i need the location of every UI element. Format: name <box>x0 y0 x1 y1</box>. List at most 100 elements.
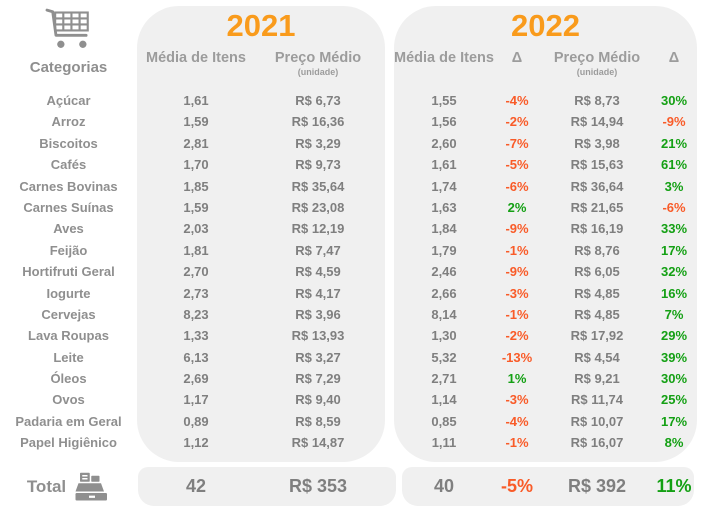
preco-2022-value: R$ 4,54 <box>574 349 620 365</box>
preco-2021-value: R$ 6,73 <box>295 93 341 108</box>
total-preco-2022: R$ 392 <box>567 476 627 496</box>
delta-preco-value: 30% <box>660 93 688 108</box>
preco-2021-value: R$ 3,29 <box>295 135 341 151</box>
preco-2022-value: R$ 4,85 <box>574 285 620 301</box>
table-row: Biscoitos 2,81 R$ 3,29 2,60 -7% R$ 3,98 … <box>0 133 711 154</box>
category-label: Carnes Bovinas <box>19 178 118 194</box>
total-delta-itens: -5% <box>500 476 533 496</box>
table-row: Açúcar 1,61 R$ 6,73 1,55 -4% R$ 8,73 30% <box>0 90 711 111</box>
preco-2022-value: R$ 8,73 <box>574 93 620 108</box>
category-label: Aves <box>53 221 84 237</box>
col-header-preco-medio-2021: Preço Médio (unidade) <box>255 50 381 77</box>
itens-2022-value: 1,79 <box>431 242 457 258</box>
col-header-media-itens-2022: Média de Itens <box>394 50 494 66</box>
preco-2022-value: R$ 6,05 <box>574 264 620 280</box>
itens-2022-value: 5,32 <box>431 349 457 365</box>
table-row: Arroz 1,59 R$ 16,36 1,56 -2% R$ 14,94 -9… <box>0 111 711 132</box>
delta-preco-value: 29% <box>660 328 688 344</box>
delta-itens-value: -7% <box>505 135 529 151</box>
table-row: Iogurte 2,73 R$ 4,17 2,66 -3% R$ 4,85 16… <box>0 283 711 304</box>
itens-2022-value: 2,71 <box>431 371 457 387</box>
delta-itens-value: -9% <box>505 221 529 237</box>
itens-2021-value: 6,13 <box>183 349 209 365</box>
year-2022-heading: 2022 <box>511 8 580 43</box>
table-row: Carnes Bovinas 1,85 R$ 35,64 1,74 -6% R$… <box>0 176 711 197</box>
preco-2022-value: R$ 17,92 <box>570 328 624 344</box>
table-rows: Açúcar 1,61 R$ 6,73 1,55 -4% R$ 8,73 30%… <box>0 90 711 454</box>
delta-preco-value: 33% <box>660 221 688 237</box>
itens-2021-value: 2,70 <box>183 264 209 280</box>
preco-2021-value: R$ 8,59 <box>295 413 341 429</box>
preco-2021-value: R$ 9,40 <box>295 392 341 408</box>
preco-medio-label: Preço Médio <box>274 50 362 66</box>
preco-medio-unit-label: (unidade) <box>576 67 618 77</box>
categories-label: Categorias <box>29 59 108 76</box>
delta-itens-value: -4% <box>505 93 529 108</box>
preco-2021-value: R$ 9,73 <box>295 157 341 173</box>
itens-2022-value: 0,85 <box>431 413 457 429</box>
category-label: Hortifruti Geral <box>22 264 115 280</box>
preco-medio-unit-label: (unidade) <box>297 67 339 77</box>
preco-2021-value: R$ 4,17 <box>295 285 341 301</box>
preco-2022-value: R$ 16,07 <box>570 435 624 451</box>
table-row: Papel Higiênico 1,12 R$ 14,87 1,11 -1% R… <box>0 432 711 453</box>
itens-2021-value: 1,59 <box>183 199 209 215</box>
preco-2022-value: R$ 3,98 <box>574 135 620 151</box>
delta-preco-value: 25% <box>660 392 688 408</box>
itens-2021-value: 1,33 <box>183 328 209 344</box>
preco-2022-value: R$ 15,63 <box>570 157 624 173</box>
delta-itens-value: -5% <box>505 157 529 173</box>
itens-2022-value: 1,63 <box>431 199 457 215</box>
itens-2021-value: 0,89 <box>183 413 209 429</box>
total-delta-preco: 11% <box>656 476 692 496</box>
delta-itens-value: -6% <box>505 178 529 194</box>
preco-2021-value: R$ 12,19 <box>291 221 345 237</box>
table-row: Ovos 1,17 R$ 9,40 1,14 -3% R$ 11,74 25% <box>0 389 711 410</box>
total-band-2022-background <box>402 467 694 506</box>
itens-2021-value: 1,17 <box>183 392 209 408</box>
delta-itens-value: -1% <box>505 435 529 451</box>
shopping-cart-icon <box>45 8 89 48</box>
table-row: Óleos 2,69 R$ 7,29 2,71 1% R$ 9,21 30% <box>0 368 711 389</box>
total-band-2021-background <box>138 467 396 506</box>
preco-2022-value: R$ 14,94 <box>570 114 624 130</box>
itens-2022-value: 8,14 <box>431 306 457 322</box>
itens-2021-value: 2,81 <box>183 135 209 151</box>
delta-preco-value: 16% <box>660 285 688 301</box>
col-header-preco-medio-2022: Preço Médio (unidade) <box>540 50 654 77</box>
itens-2021-value: 1,81 <box>183 242 209 258</box>
table-row: Padaria em Geral 0,89 R$ 8,59 0,85 -4% R… <box>0 411 711 432</box>
itens-2021-value: 1,85 <box>183 178 209 194</box>
itens-2022-value: 1,30 <box>431 328 457 344</box>
category-label: Cafés <box>50 157 87 173</box>
total-label: Total <box>26 477 67 496</box>
category-label: Papel Higiênico <box>20 435 117 451</box>
category-label: Cervejas <box>41 306 96 322</box>
year-2021-heading: 2021 <box>226 8 296 43</box>
table-row: Leite 6,13 R$ 3,27 5,32 -13% R$ 4,54 39% <box>0 347 711 368</box>
category-label: Feijão <box>49 242 88 258</box>
delta-itens-value: -1% <box>505 306 529 322</box>
delta-preco-value: 7% <box>664 306 684 322</box>
category-label: Biscoitos <box>39 135 98 151</box>
total-itens-2021: 42 <box>185 476 207 496</box>
itens-2021-value: 2,69 <box>183 371 209 387</box>
table-row: Cafés 1,70 R$ 9,73 1,61 -5% R$ 15,63 61% <box>0 154 711 175</box>
delta-preco-value: 8% <box>664 435 684 451</box>
category-label: Iogurte <box>46 285 91 301</box>
preco-2021-value: R$ 35,64 <box>291 178 345 194</box>
total-preco-2021: R$ 353 <box>288 476 348 496</box>
table-row: Carnes Suínas 1,59 R$ 23,08 1,63 2% R$ 2… <box>0 197 711 218</box>
category-label: Açúcar <box>46 93 91 108</box>
delta-preco-value: 39% <box>660 349 688 365</box>
delta-preco-value: 32% <box>660 264 688 280</box>
delta-itens-value: -13% <box>501 349 533 365</box>
delta-itens-value: -2% <box>505 328 529 344</box>
delta-itens-value: 2% <box>507 199 527 215</box>
preco-medio-label: Preço Médio <box>553 50 641 66</box>
preco-2022-value: R$ 10,07 <box>570 413 624 429</box>
itens-2022-value: 1,11 <box>431 435 457 451</box>
category-label: Lava Roupas <box>28 328 109 344</box>
total-label-cell: Total <box>0 467 137 506</box>
